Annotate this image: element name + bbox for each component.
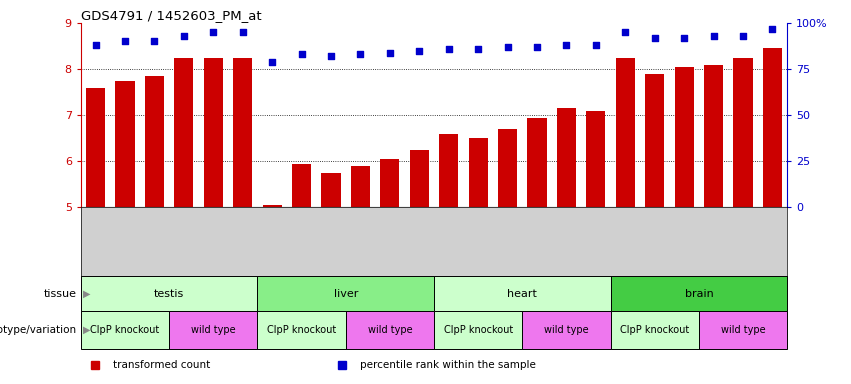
Text: brain: brain [684,289,713,299]
Bar [346,311,434,349]
Text: ClpP knockout: ClpP knockout [443,325,513,335]
Bar [586,111,605,207]
Bar [699,311,787,349]
Text: wild type: wild type [544,325,589,335]
Point [530,44,544,50]
Text: heart: heart [507,289,537,299]
Point [589,42,603,48]
Point [354,51,368,58]
Bar [81,311,169,349]
Point [648,35,661,41]
Text: ClpP knockout: ClpP knockout [267,325,336,335]
Bar [528,118,546,207]
Point [442,46,455,52]
Text: wild type: wild type [368,325,412,335]
Point [147,38,161,45]
Point [766,25,780,31]
Point [207,29,220,35]
Bar [292,164,311,207]
Point [413,48,426,54]
Point [236,29,249,35]
Bar [257,311,346,349]
Text: GDS4791 / 1452603_PM_at: GDS4791 / 1452603_PM_at [81,9,261,22]
Point [266,59,279,65]
Text: ▶: ▶ [83,289,90,299]
Point [177,33,191,39]
Text: testis: testis [154,289,185,299]
Bar [762,48,782,207]
Bar [257,276,434,311]
Bar [351,166,370,207]
Point [707,33,721,39]
Bar [434,276,610,311]
Point [294,51,308,58]
Text: ClpP knockout: ClpP knockout [620,325,689,335]
Bar [322,173,340,207]
Text: ▶: ▶ [83,325,90,335]
Bar [145,76,164,207]
Bar [734,58,752,207]
Bar [174,58,193,207]
Text: percentile rank within the sample: percentile rank within the sample [360,360,536,370]
Bar [81,276,257,311]
Point [677,35,691,41]
Text: wild type: wild type [721,325,765,335]
Text: genotype/variation: genotype/variation [0,325,77,335]
Bar [86,88,106,207]
Bar [498,129,517,207]
Point [324,53,338,59]
Text: liver: liver [334,289,358,299]
Bar [116,81,134,207]
Bar [409,150,429,207]
Bar [203,58,223,207]
Bar [439,134,459,207]
Bar [523,311,610,349]
Text: tissue: tissue [43,289,77,299]
Bar [704,65,723,207]
Point [471,46,485,52]
Bar [610,276,787,311]
Bar [169,311,257,349]
Bar [616,58,635,207]
Point [383,50,397,56]
Bar [645,74,665,207]
Point [619,29,632,35]
Bar [434,311,523,349]
Text: transformed count: transformed count [112,360,210,370]
Point [89,42,102,48]
Point [736,33,750,39]
Bar [675,67,694,207]
Bar [380,159,399,207]
Bar [233,58,252,207]
Text: ClpP knockout: ClpP knockout [90,325,160,335]
Bar [610,311,699,349]
Bar [557,108,576,207]
Text: wild type: wild type [191,325,236,335]
Point [500,44,514,50]
Bar [469,138,488,207]
Bar [263,205,282,207]
Point [560,42,574,48]
Point [118,38,132,45]
